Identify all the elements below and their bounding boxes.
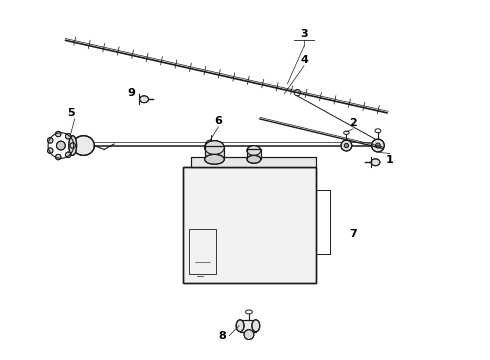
- Circle shape: [70, 143, 75, 148]
- Bar: [247, 149, 261, 159]
- Text: 1: 1: [386, 155, 393, 165]
- Circle shape: [48, 148, 53, 153]
- Text: 7: 7: [349, 229, 357, 239]
- Ellipse shape: [205, 141, 224, 154]
- Text: 3: 3: [300, 29, 308, 39]
- Circle shape: [244, 330, 254, 339]
- Circle shape: [66, 152, 71, 158]
- Bar: [183, 167, 316, 283]
- Bar: [240, 320, 256, 332]
- Ellipse shape: [69, 136, 76, 156]
- Ellipse shape: [247, 145, 261, 156]
- Circle shape: [341, 140, 352, 151]
- Circle shape: [344, 143, 348, 148]
- Circle shape: [55, 131, 61, 137]
- Circle shape: [375, 143, 380, 148]
- Bar: [191, 157, 316, 167]
- Text: 8: 8: [219, 330, 226, 341]
- Text: 6: 6: [215, 116, 222, 126]
- Ellipse shape: [236, 320, 244, 332]
- Circle shape: [56, 141, 65, 150]
- Bar: [205, 145, 224, 159]
- Text: 4: 4: [300, 55, 308, 65]
- Circle shape: [371, 139, 384, 152]
- Bar: [191, 157, 316, 167]
- Ellipse shape: [252, 320, 260, 332]
- Ellipse shape: [140, 96, 148, 103]
- Ellipse shape: [205, 154, 224, 164]
- Bar: [183, 167, 316, 283]
- Ellipse shape: [73, 136, 95, 156]
- Bar: [189, 229, 217, 274]
- Bar: [240, 320, 256, 332]
- Text: 9: 9: [128, 88, 136, 98]
- Circle shape: [55, 154, 61, 160]
- Text: 5: 5: [67, 108, 74, 118]
- Text: 2: 2: [349, 118, 357, 128]
- Bar: [205, 145, 224, 159]
- Bar: [247, 149, 261, 159]
- Ellipse shape: [247, 156, 261, 163]
- Circle shape: [48, 138, 53, 143]
- Ellipse shape: [371, 159, 380, 166]
- Circle shape: [208, 143, 213, 148]
- Circle shape: [66, 134, 71, 139]
